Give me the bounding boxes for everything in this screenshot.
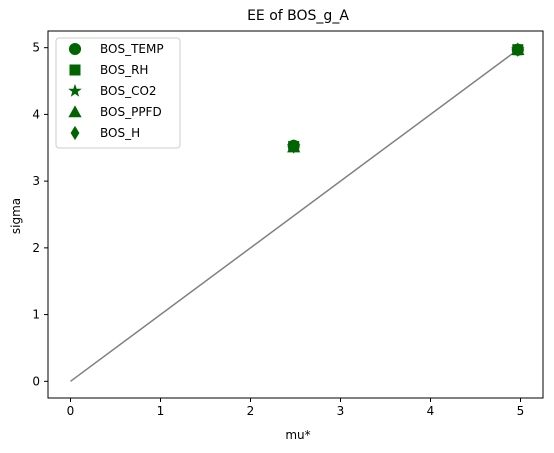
legend-marker-bos-co2 xyxy=(68,83,82,97)
y-tick-label: 5 xyxy=(32,41,40,55)
y-tick-label: 0 xyxy=(32,374,40,388)
y-tick-label: 4 xyxy=(32,107,40,121)
x-tick-label: 5 xyxy=(517,404,525,418)
legend-label-bos-h: BOS_H xyxy=(100,126,140,140)
legend: BOS_TEMP BOS_RH BOS_CO2 BOS_PPFD BOS_H xyxy=(55,37,181,149)
legend-box xyxy=(55,37,181,149)
x-axis-title: mu* xyxy=(285,428,310,442)
legend-marker-bos-h xyxy=(70,125,80,141)
x-tick-label: 0 xyxy=(67,404,75,418)
y-tick-label: 2 xyxy=(32,241,40,255)
x-tick-label: 2 xyxy=(247,404,255,418)
plot-area: 0 1 2 3 4 5 0 1 2 3 4 5 xyxy=(32,30,544,418)
x-tick-label: 4 xyxy=(427,404,435,418)
plot-frame xyxy=(47,30,544,399)
data-point-bos-h xyxy=(289,139,299,154)
y-axis-title: sigma xyxy=(9,198,23,234)
reference-line xyxy=(70,49,519,382)
x-tick-label: 1 xyxy=(157,404,165,418)
legend-label-bos-rh: BOS_RH xyxy=(100,63,148,77)
legend-label-bos-co2: BOS_CO2 xyxy=(100,84,157,98)
legend-marker-bos-temp xyxy=(68,42,82,56)
data-point-bos-h xyxy=(513,42,523,57)
y-tick-label: 3 xyxy=(32,174,40,188)
legend-marker-bos-rh xyxy=(69,64,81,76)
x-tick-label: 3 xyxy=(337,404,345,418)
legend-marker-bos-ppfd xyxy=(68,105,82,118)
legend-label-bos-temp: BOS_TEMP xyxy=(100,42,164,56)
y-tick-label: 1 xyxy=(32,308,40,322)
chart-title: EE of BOS_g_A xyxy=(247,8,349,24)
legend-label-bos-ppfd: BOS_PPFD xyxy=(100,105,162,119)
